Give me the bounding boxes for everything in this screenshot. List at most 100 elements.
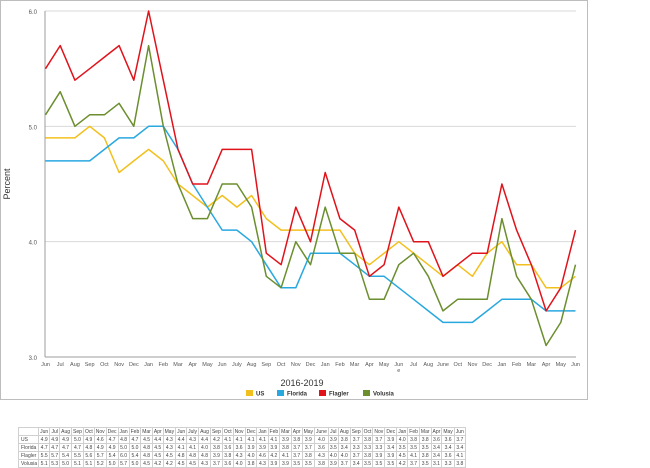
table-corner-cell — [17, 427, 40, 436]
table-cell: 3.3 — [349, 443, 363, 452]
table-cell: 3.4 — [430, 451, 443, 460]
table-cell: 6.0 — [117, 451, 130, 460]
table-cell: 4.5 — [396, 451, 409, 460]
table-cell: 4.9 — [38, 435, 51, 444]
table-cell: 4.9 — [105, 443, 119, 452]
table-cell: 3.8 — [221, 451, 234, 460]
table-cell: 4.5 — [151, 451, 164, 460]
table-row: US 4.9 4.9 4.9 5.0 4.9 4.6 4.7 4.8 4.7 4.5 4.4 4.3 4.… — [17, 435, 466, 444]
table-month-header: Nov — [232, 427, 246, 436]
table-cell: 4.6 — [256, 451, 269, 460]
table-cell: 3.3 — [361, 443, 374, 452]
table-cell: 3.6 — [441, 451, 455, 460]
table-cell: 3.9 — [301, 435, 316, 444]
x-tick-label: Nov — [114, 362, 124, 368]
x-tick-label: Jul — [410, 362, 417, 368]
table-cell: 5.7 — [49, 451, 61, 460]
table-cell: 4.8 — [140, 443, 153, 452]
table-cell: 5.7 — [117, 459, 130, 468]
table-cell: 4.0 — [314, 435, 329, 444]
table-cell: 4.1 — [175, 443, 188, 452]
table-cell: 3.3 — [372, 443, 386, 452]
table-month-header: Jul — [49, 427, 61, 436]
legend-label-volusia: Volusia — [373, 392, 395, 398]
table-cell: 5.0 — [105, 459, 119, 468]
table-cell: 5.0 — [128, 459, 142, 468]
data-table: Jun Jul Aug Sep Oct Nov Dec Jan Feb Mar Apr May Jun J… — [17, 427, 466, 468]
table-month-header: Sep — [209, 427, 223, 436]
table-month-header: Feb — [407, 427, 420, 436]
table-month-header: Jun — [38, 427, 51, 436]
table-cell: 4.8 — [140, 451, 153, 460]
table-row-label: Flagler — [17, 451, 40, 460]
table-month-header: Jun — [175, 427, 188, 436]
table-cell: 5.0 — [128, 443, 142, 452]
x-tick-label: Feb — [159, 362, 168, 368]
table-cell: 4.8 — [175, 451, 188, 460]
table-cell: 4.3 — [314, 451, 329, 460]
table-cell: 4.1 — [244, 435, 258, 444]
table-cell: 3.4 — [430, 443, 443, 452]
table-cell: 3.6 — [314, 443, 329, 452]
table-cell: 3.8 — [337, 435, 351, 444]
table-cell: 3.9 — [327, 435, 339, 444]
legend-swatch-flagler — [319, 390, 326, 396]
y-axis-title: Percent — [2, 168, 12, 200]
legend-label-us: US — [256, 392, 264, 398]
table-cell: 3.6 — [221, 459, 234, 468]
table-month-header: Apr — [151, 427, 164, 436]
table-month-header: June — [314, 427, 329, 436]
table-month-header: Jul — [327, 427, 339, 436]
table-cell: 3.8 — [244, 459, 258, 468]
table-cell: 3.7 — [290, 451, 303, 460]
table-cell: 3.8 — [279, 443, 292, 452]
table-cell: 3.5 — [327, 443, 339, 452]
table-cell: 3.8 — [418, 451, 432, 460]
table-cell: 3.3 — [441, 459, 455, 468]
y-tick-label: 4.0 — [29, 241, 38, 247]
table-month-header: Sep — [71, 427, 84, 436]
table-cell: 3.6 — [430, 435, 443, 444]
x-tick-label: Dec — [129, 362, 139, 368]
legend-swatch-florida — [277, 390, 284, 396]
table-cell: 3.7 — [290, 443, 303, 452]
table-cell: 3.8 — [314, 459, 329, 468]
y-tick-label: 6.0 — [29, 10, 38, 16]
series-line-volusia — [44, 44, 577, 347]
table-month-header: Nov — [372, 427, 386, 436]
table-cell: 3.1 — [430, 459, 443, 468]
table-cell: 4.1 — [221, 435, 234, 444]
table-cell: 4.3 — [162, 435, 177, 444]
table-cell: 3.9 — [384, 451, 398, 460]
table-month-header: Dec — [384, 427, 398, 436]
legend-label-florida: Florida — [287, 392, 308, 398]
x-tick-label: Sep — [85, 362, 95, 368]
table-cell: 4.7 — [128, 435, 142, 444]
table-cell: 3.5 — [290, 459, 303, 468]
table-cell: 4.2 — [151, 459, 164, 468]
table-month-header: Mar — [279, 427, 292, 436]
table-cell: 4.0 — [232, 459, 246, 468]
table-cell: 3.7 — [372, 435, 386, 444]
x-tick-label: June — [437, 362, 449, 368]
table-cell: 4.7 — [49, 443, 61, 452]
x-tick-label: Aug — [70, 362, 80, 368]
table-month-header: Jan — [396, 427, 409, 436]
series-line-florida — [45, 125, 576, 324]
table-cell: 5.0 — [71, 435, 84, 444]
x-tick-label: Jan — [144, 362, 153, 368]
x-tick-label: May — [379, 362, 390, 368]
table-month-header: Aug — [198, 427, 211, 436]
table-cell: 5.4 — [128, 451, 142, 460]
x-tick-label: Feb — [512, 362, 521, 368]
table-month-header: Mar — [140, 427, 153, 436]
table-cell: 4.3 — [186, 435, 200, 444]
x-tick-label: e — [397, 368, 400, 374]
table-cell: 4.5 — [151, 443, 164, 452]
table-month-header: Feb — [128, 427, 142, 436]
x-tick-label: Jun — [394, 362, 403, 368]
x-tick-label: Jun — [41, 362, 50, 368]
table-cell: 4.9 — [93, 443, 107, 452]
table-cell: 3.4 — [441, 443, 455, 452]
table-cell: 5.1 — [71, 459, 84, 468]
